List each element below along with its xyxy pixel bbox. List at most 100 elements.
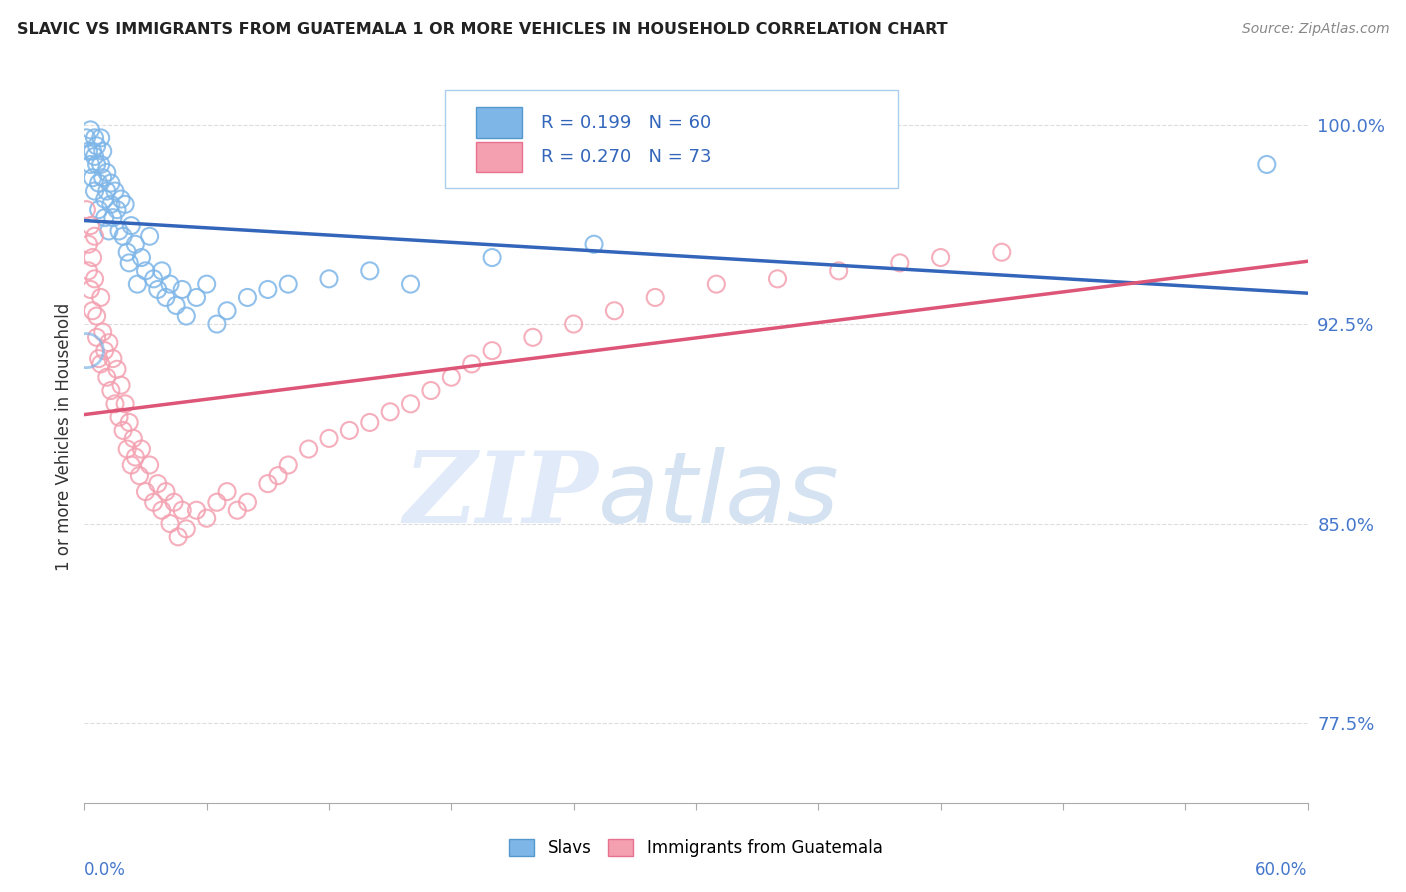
- Point: [583, 237, 606, 252]
- Point: [155, 484, 177, 499]
- Point: [97, 224, 120, 238]
- Point: [186, 503, 208, 517]
- Point: [991, 245, 1014, 260]
- Text: atlas: atlas: [598, 447, 839, 544]
- Point: [318, 431, 340, 445]
- Point: [83, 149, 105, 163]
- Y-axis label: 1 or more Vehicles in Household: 1 or more Vehicles in Household: [55, 303, 73, 571]
- Point: [83, 131, 105, 145]
- Point: [91, 144, 114, 158]
- Point: [146, 283, 169, 297]
- Point: [86, 330, 108, 344]
- Point: [87, 176, 110, 190]
- Point: [1256, 157, 1278, 171]
- Point: [122, 431, 145, 445]
- Point: [195, 277, 218, 292]
- Point: [163, 495, 186, 509]
- Point: [96, 184, 118, 198]
- Point: [339, 424, 361, 438]
- Point: [115, 442, 138, 456]
- Point: [138, 229, 160, 244]
- Point: [87, 202, 110, 217]
- Point: [766, 272, 789, 286]
- Point: [142, 495, 165, 509]
- Point: [277, 458, 299, 472]
- Point: [174, 309, 197, 323]
- Point: [79, 219, 101, 233]
- Point: [167, 530, 190, 544]
- Point: [318, 272, 340, 286]
- Text: R = 0.270   N = 73: R = 0.270 N = 73: [541, 148, 711, 166]
- Point: [142, 272, 165, 286]
- Point: [150, 503, 173, 517]
- FancyBboxPatch shape: [446, 90, 898, 188]
- Point: [79, 283, 101, 297]
- Point: [380, 405, 402, 419]
- Point: [91, 325, 114, 339]
- Point: [172, 503, 194, 517]
- Point: [110, 192, 132, 206]
- Point: [159, 277, 181, 292]
- Point: [108, 410, 131, 425]
- Text: SLAVIC VS IMMIGRANTS FROM GUATEMALA 1 OR MORE VEHICLES IN HOUSEHOLD CORRELATION : SLAVIC VS IMMIGRANTS FROM GUATEMALA 1 OR…: [17, 22, 948, 37]
- Point: [83, 229, 105, 244]
- Point: [112, 424, 135, 438]
- Point: [399, 397, 422, 411]
- Point: [75, 343, 97, 358]
- Point: [79, 123, 101, 137]
- Point: [100, 197, 122, 211]
- Point: [277, 277, 299, 292]
- Point: [138, 458, 160, 472]
- Point: [101, 211, 124, 225]
- Point: [104, 397, 127, 411]
- Point: [165, 298, 187, 312]
- Point: [118, 416, 141, 430]
- Point: [481, 251, 503, 265]
- Text: 60.0%: 60.0%: [1256, 862, 1308, 880]
- Point: [146, 476, 169, 491]
- Point: [75, 202, 97, 217]
- Point: [96, 165, 118, 179]
- Point: [82, 144, 104, 158]
- Point: [131, 251, 153, 265]
- Point: [603, 303, 626, 318]
- Point: [114, 397, 136, 411]
- Point: [83, 184, 105, 198]
- Point: [205, 495, 228, 509]
- Point: [86, 138, 108, 153]
- Point: [127, 277, 149, 292]
- Point: [889, 256, 911, 270]
- Point: [90, 357, 112, 371]
- Bar: [475, 107, 522, 138]
- Point: [226, 503, 249, 517]
- Point: [90, 157, 112, 171]
- Point: [257, 283, 280, 297]
- Point: [82, 170, 104, 185]
- Point: [105, 362, 128, 376]
- Point: [105, 202, 128, 217]
- Point: [87, 351, 110, 366]
- Point: [205, 317, 228, 331]
- Point: [359, 416, 381, 430]
- Point: [128, 468, 150, 483]
- Point: [124, 450, 146, 464]
- Bar: [475, 142, 522, 172]
- Point: [706, 277, 728, 292]
- Point: [440, 370, 463, 384]
- Point: [77, 237, 100, 252]
- Point: [522, 330, 544, 344]
- Point: [159, 516, 181, 531]
- Text: Source: ZipAtlas.com: Source: ZipAtlas.com: [1241, 22, 1389, 37]
- Point: [86, 309, 108, 323]
- Point: [359, 264, 381, 278]
- Point: [112, 229, 135, 244]
- Point: [131, 442, 153, 456]
- Point: [828, 264, 851, 278]
- Point: [174, 522, 197, 536]
- Point: [118, 256, 141, 270]
- Point: [399, 277, 422, 292]
- Point: [108, 224, 131, 238]
- Point: [101, 351, 124, 366]
- Point: [114, 197, 136, 211]
- Point: [135, 484, 157, 499]
